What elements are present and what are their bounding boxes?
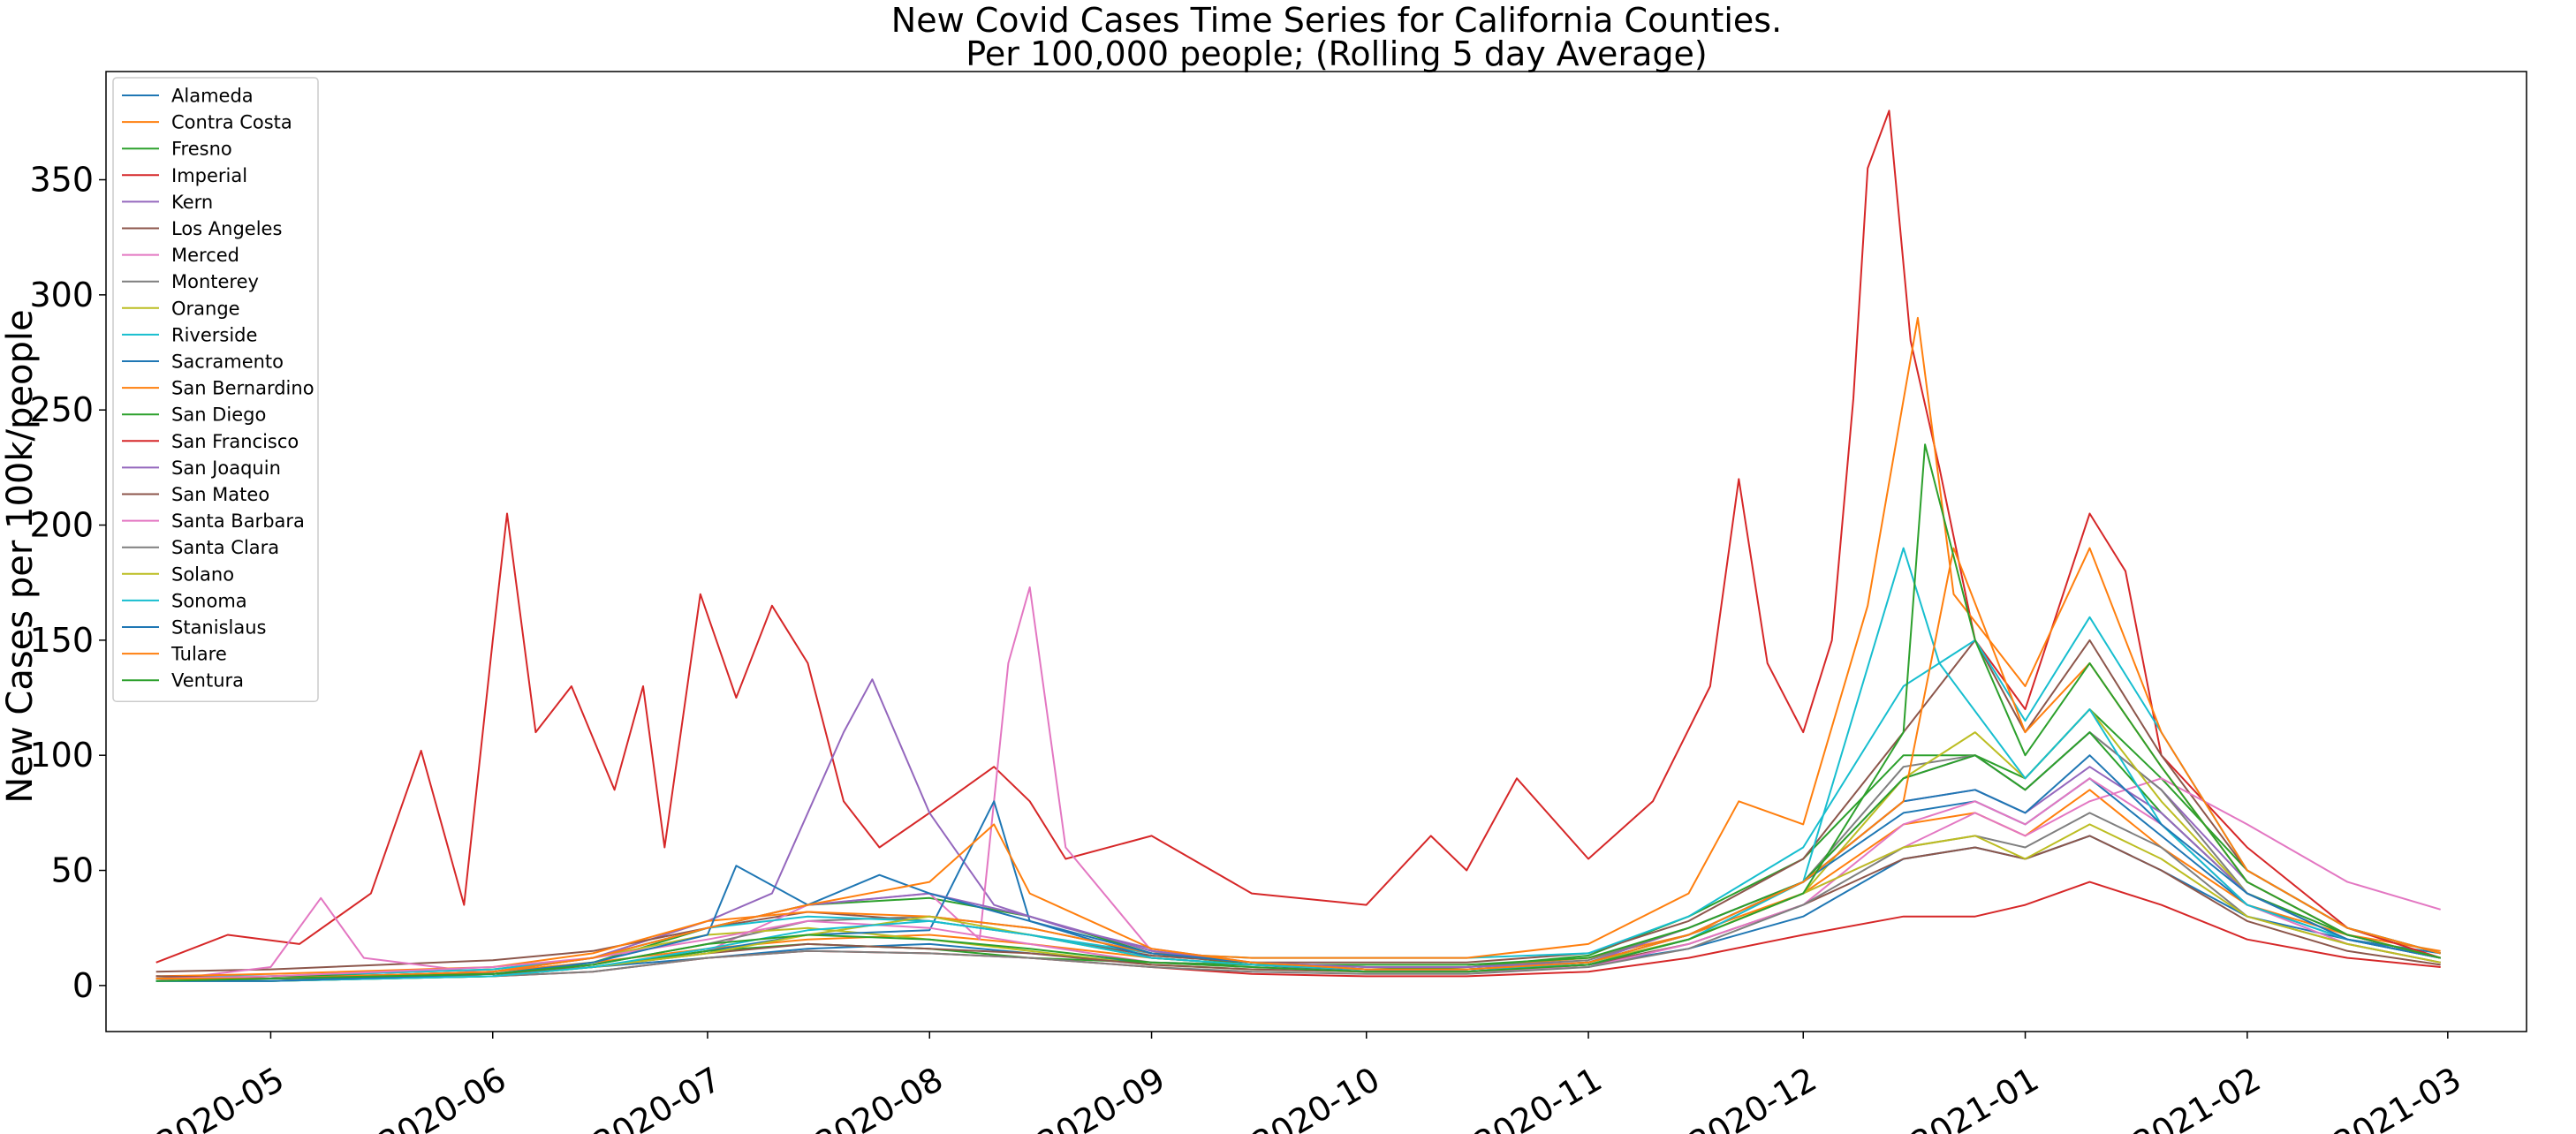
x-tick-label: 2020-07 bbox=[587, 1060, 728, 1134]
legend-label-san-bernardino: San Bernardino bbox=[171, 378, 314, 399]
legend-label-san-mateo: San Mateo bbox=[171, 484, 269, 505]
y-axis-label: New Cases per 100k/people bbox=[0, 309, 41, 803]
x-tick-label: 2021-03 bbox=[2327, 1060, 2468, 1134]
x-tick-label: 2020-10 bbox=[1246, 1060, 1387, 1134]
y-tick-label: 50 bbox=[51, 851, 94, 890]
series-line-stanislaus bbox=[155, 754, 2441, 982]
series-line-san-bernardino bbox=[155, 316, 2441, 978]
legend-label-santa-barbara: Santa Barbara bbox=[171, 510, 305, 532]
legend-label-alameda: Alameda bbox=[171, 86, 254, 107]
series-line-santa-clara bbox=[155, 812, 2441, 979]
legend-label-ventura: Ventura bbox=[171, 670, 244, 692]
legend-label-tulare: Tulare bbox=[170, 644, 227, 665]
legend-label-orange: Orange bbox=[171, 298, 240, 319]
legend-label-solano: Solano bbox=[171, 563, 234, 585]
legend-box bbox=[112, 77, 319, 703]
legend-label-kern: Kern bbox=[171, 192, 213, 213]
legend-label-fresno: Fresno bbox=[171, 139, 232, 160]
x-tick-label: 2020-08 bbox=[808, 1060, 950, 1134]
x-tick-label: 2020-09 bbox=[1031, 1060, 1172, 1134]
series-line-san-diego bbox=[155, 731, 2441, 979]
y-axis-ticks: 0 50 100 150 200 250 300 350 bbox=[29, 161, 106, 1005]
legend-label-monterey: Monterey bbox=[171, 271, 259, 292]
chart-subtitle: Per 100,000 people; (Rolling 5 day Avera… bbox=[966, 34, 1707, 73]
chart-title: New Covid Cases Time Series for Californ… bbox=[891, 1, 1782, 40]
x-tick-label: 2020-11 bbox=[1467, 1060, 1609, 1134]
legend-label-sonoma: Sonoma bbox=[171, 590, 247, 611]
legend-label-san-joaquin: San Joaquin bbox=[171, 457, 281, 479]
series-line-santa-barbara bbox=[155, 777, 2441, 979]
y-tick-label: 150 bbox=[29, 621, 94, 660]
legend-label-los-angeles: Los Angeles bbox=[171, 218, 282, 239]
y-tick-label: 300 bbox=[29, 276, 94, 314]
legend-label-contra-costa: Contra Costa bbox=[171, 112, 292, 133]
series-line-monterey bbox=[155, 731, 2441, 982]
x-tick-label: 2021-02 bbox=[2126, 1060, 2268, 1134]
y-tick-label: 350 bbox=[29, 161, 94, 200]
axes-frame bbox=[105, 71, 2527, 1032]
legend: Alameda Contra Costa Fresno Imperial Kern Los… bbox=[112, 77, 319, 703]
y-tick-label: 0 bbox=[72, 966, 94, 1005]
x-tick-label: 2020-06 bbox=[372, 1060, 513, 1134]
series-line-orange bbox=[155, 708, 2441, 979]
series-group bbox=[155, 110, 2442, 982]
series-line-fresno bbox=[155, 708, 2441, 982]
series-line-sonoma bbox=[155, 547, 2441, 982]
legend-label-santa-clara: Santa Clara bbox=[171, 537, 279, 558]
series-line-sacramento bbox=[155, 777, 2441, 982]
x-tick-label: 2020-05 bbox=[149, 1060, 291, 1134]
legend-label-stanislaus: Stanislaus bbox=[171, 617, 266, 639]
series-line-imperial bbox=[155, 110, 2442, 964]
legend-label-san-diego: San Diego bbox=[171, 404, 266, 426]
y-tick-label: 200 bbox=[29, 506, 94, 545]
legend-label-sacramento: Sacramento bbox=[171, 352, 284, 373]
legend-label-merced: Merced bbox=[171, 245, 239, 266]
y-tick-label: 250 bbox=[29, 390, 94, 429]
legend-label-riverside: Riverside bbox=[171, 324, 257, 345]
series-line-ventura bbox=[155, 443, 2441, 982]
x-tick-label: 2020-12 bbox=[1682, 1060, 1823, 1134]
y-tick-label: 100 bbox=[29, 736, 94, 775]
legend-label-imperial: Imperial bbox=[171, 165, 247, 186]
legend-label-san-francisco: San Francisco bbox=[171, 431, 299, 452]
x-axis-ticks: 2020-05 2020-06 2020-07 2020-08 2020-09 2020-… bbox=[149, 1032, 2467, 1134]
x-tick-label: 2021-01 bbox=[1905, 1060, 2046, 1134]
series-line-los-angeles bbox=[155, 639, 2441, 973]
